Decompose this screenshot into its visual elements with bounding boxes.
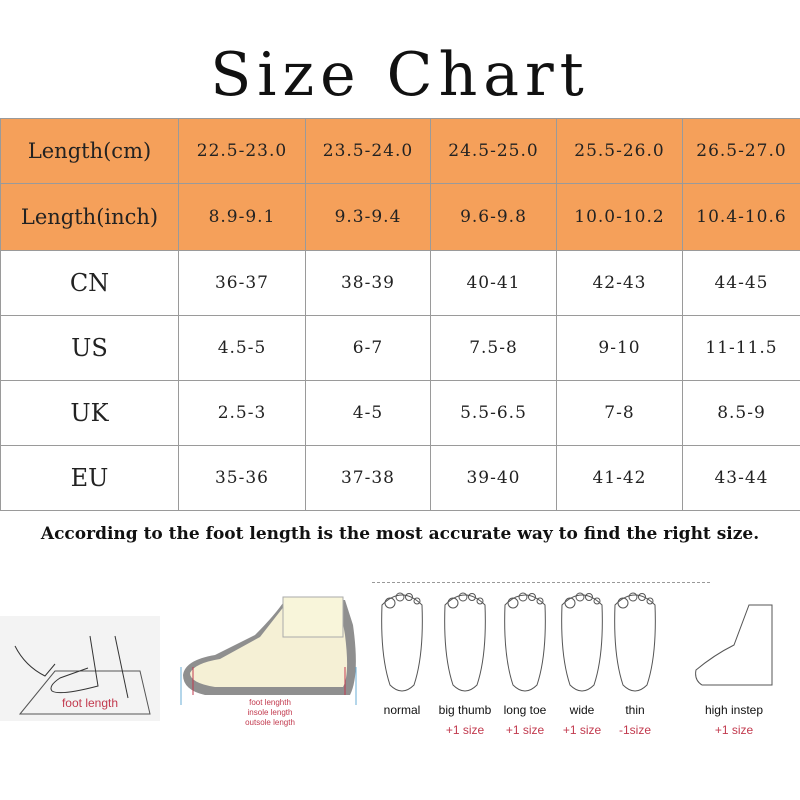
size-cell: 25.5-26.0 xyxy=(556,118,683,184)
foot-length-label: foot length xyxy=(61,696,119,710)
size-cell: 8.9-9.1 xyxy=(178,183,306,251)
size-cell: 36-37 xyxy=(178,250,306,316)
size-cell: 5.5-6.5 xyxy=(430,380,557,446)
size-adjustment: -1size xyxy=(618,723,651,737)
foot-measure-drawing xyxy=(14,635,151,715)
table-row: EU 35-36 37-38 39-40 41-42 43-44 xyxy=(0,445,800,511)
foot-outline-icon xyxy=(504,592,546,692)
foot-type-wide: wide +1 size xyxy=(542,585,622,745)
foot-outline-icon xyxy=(614,592,656,692)
foot-type-name: high instep xyxy=(704,703,764,717)
size-cell: 9-10 xyxy=(556,315,683,381)
table-row: US 4.5-5 6-7 7.5-8 9-10 11-11.5 xyxy=(0,315,800,381)
foot-type-name: thin xyxy=(625,703,645,717)
foot-type-thin: thin -1size xyxy=(595,585,675,745)
row-label: UK xyxy=(0,380,179,446)
foot-outline-icon xyxy=(381,592,423,692)
shoe-cross-section-illustration: foot lenghth insole length outsole lengt… xyxy=(175,595,365,745)
size-cell: 37-38 xyxy=(305,445,431,511)
foot-type-high-instep: high instep +1 size xyxy=(694,585,774,745)
size-cell: 40-41 xyxy=(430,250,557,316)
foot-outline-icon xyxy=(561,592,603,692)
foot-outline-icon xyxy=(444,592,486,692)
size-cell: 9.6-9.8 xyxy=(430,183,557,251)
row-label: Length(inch) xyxy=(0,183,179,251)
outsole-length-dimension: outsole length xyxy=(245,718,295,727)
foot-side-icon xyxy=(695,604,773,686)
size-adjustment: +1 size xyxy=(714,723,754,737)
size-cell: 9.3-9.4 xyxy=(305,183,431,251)
size-cell: 43-44 xyxy=(682,445,800,511)
foot-type-normal: normal xyxy=(362,585,442,745)
size-cell: 6-7 xyxy=(305,315,431,381)
table-row: Length(cm) 22.5-23.0 23.5-24.0 24.5-25.0 25.… xyxy=(0,118,800,184)
size-cell: 35-36 xyxy=(178,445,306,511)
table-row: CN 36-37 38-39 40-41 42-43 44-45 xyxy=(0,250,800,316)
shoe-drawing xyxy=(180,596,357,705)
foot-type-name: long toe xyxy=(503,703,547,717)
foot-type-name: wide xyxy=(569,703,595,717)
foot-type-name: big thumb xyxy=(438,703,492,717)
foot-type-long-toe: long toe +1 size xyxy=(485,585,565,745)
size-cell: 24.5-25.0 xyxy=(430,118,557,184)
size-cell: 26.5-27.0 xyxy=(682,118,800,184)
size-table: Length(cm) 22.5-23.0 23.5-24.0 24.5-25.0 25.… xyxy=(0,118,800,511)
row-label: US xyxy=(0,315,179,381)
size-cell: 8.5-9 xyxy=(682,380,800,446)
size-cell: 41-42 xyxy=(556,445,683,511)
foot-type-name: normal xyxy=(383,703,421,717)
row-label: CN xyxy=(0,250,179,316)
size-cell: 22.5-23.0 xyxy=(178,118,306,184)
foot-type-big-thumb: big thumb +1 size xyxy=(425,585,505,745)
measurement-note: According to the foot length is the most… xyxy=(40,524,760,544)
insole-length-dimension: insole length xyxy=(247,708,293,717)
size-cell: 11-11.5 xyxy=(682,315,800,381)
table-row: Length(inch) 8.9-9.1 9.3-9.4 9.6-9.8 10.0-10… xyxy=(0,183,800,251)
size-cell: 7-8 xyxy=(556,380,683,446)
row-label: Length(cm) xyxy=(0,118,179,184)
size-cell: 4-5 xyxy=(305,380,431,446)
size-cell: 10.0-10.2 xyxy=(556,183,683,251)
size-cell: 4.5-5 xyxy=(178,315,306,381)
size-cell: 42-43 xyxy=(556,250,683,316)
size-adjustment: +1 size xyxy=(562,723,602,737)
size-cell: 38-39 xyxy=(305,250,431,316)
row-label: EU xyxy=(0,445,179,511)
size-cell: 23.5-24.0 xyxy=(305,118,431,184)
foot-measure-illustration: foot length xyxy=(0,616,160,721)
size-cell: 10.4-10.6 xyxy=(682,183,800,251)
size-cell: 2.5-3 xyxy=(178,380,306,446)
table-row: UK 2.5-3 4-5 5.5-6.5 7-8 8.5-9 xyxy=(0,380,800,446)
size-cell: 44-45 xyxy=(682,250,800,316)
size-adjustment: +1 size xyxy=(505,723,545,737)
foot-length-dimension: foot lenghth xyxy=(249,698,291,707)
size-cell: 39-40 xyxy=(430,445,557,511)
size-adjustment: +1 size xyxy=(445,723,485,737)
dashed-guide-line xyxy=(372,582,710,583)
page-title: Size Chart xyxy=(210,40,590,110)
size-cell: 7.5-8 xyxy=(430,315,557,381)
